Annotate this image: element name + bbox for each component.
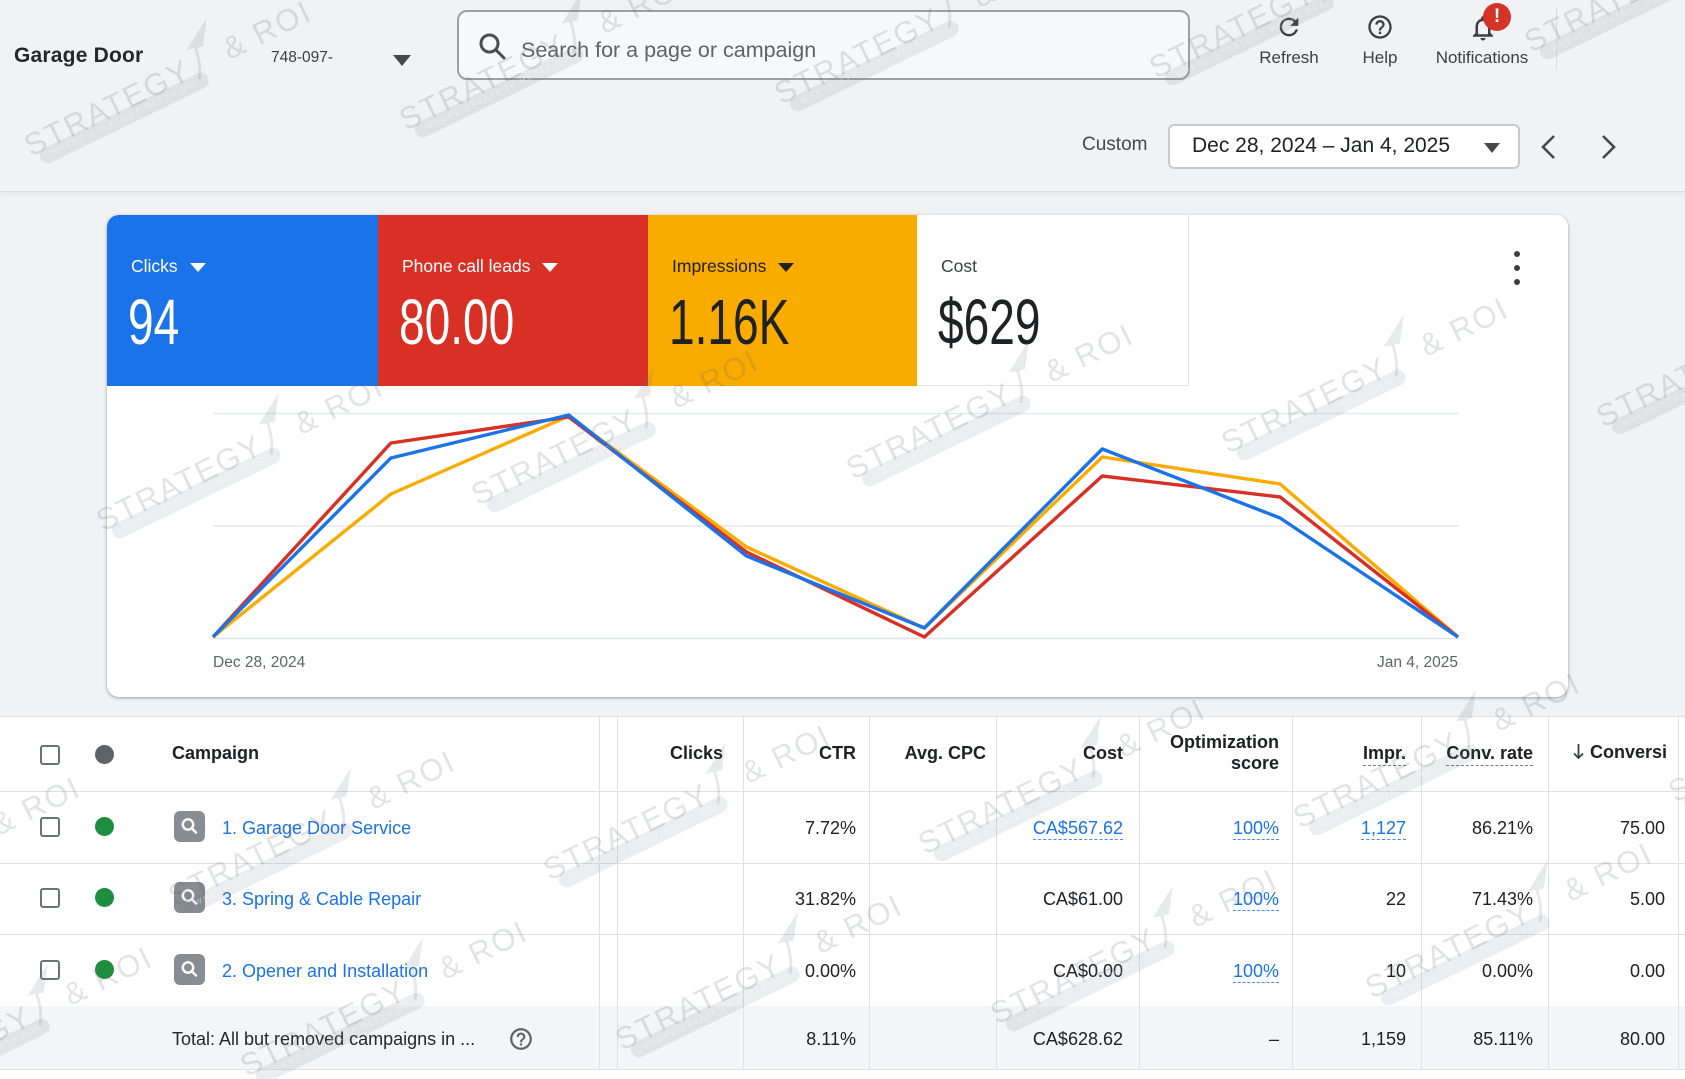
svg-text:Jan 4, 2025: Jan 4, 2025 — [1377, 654, 1458, 671]
svg-text:Dec 28, 2024: Dec 28, 2024 — [213, 654, 306, 671]
